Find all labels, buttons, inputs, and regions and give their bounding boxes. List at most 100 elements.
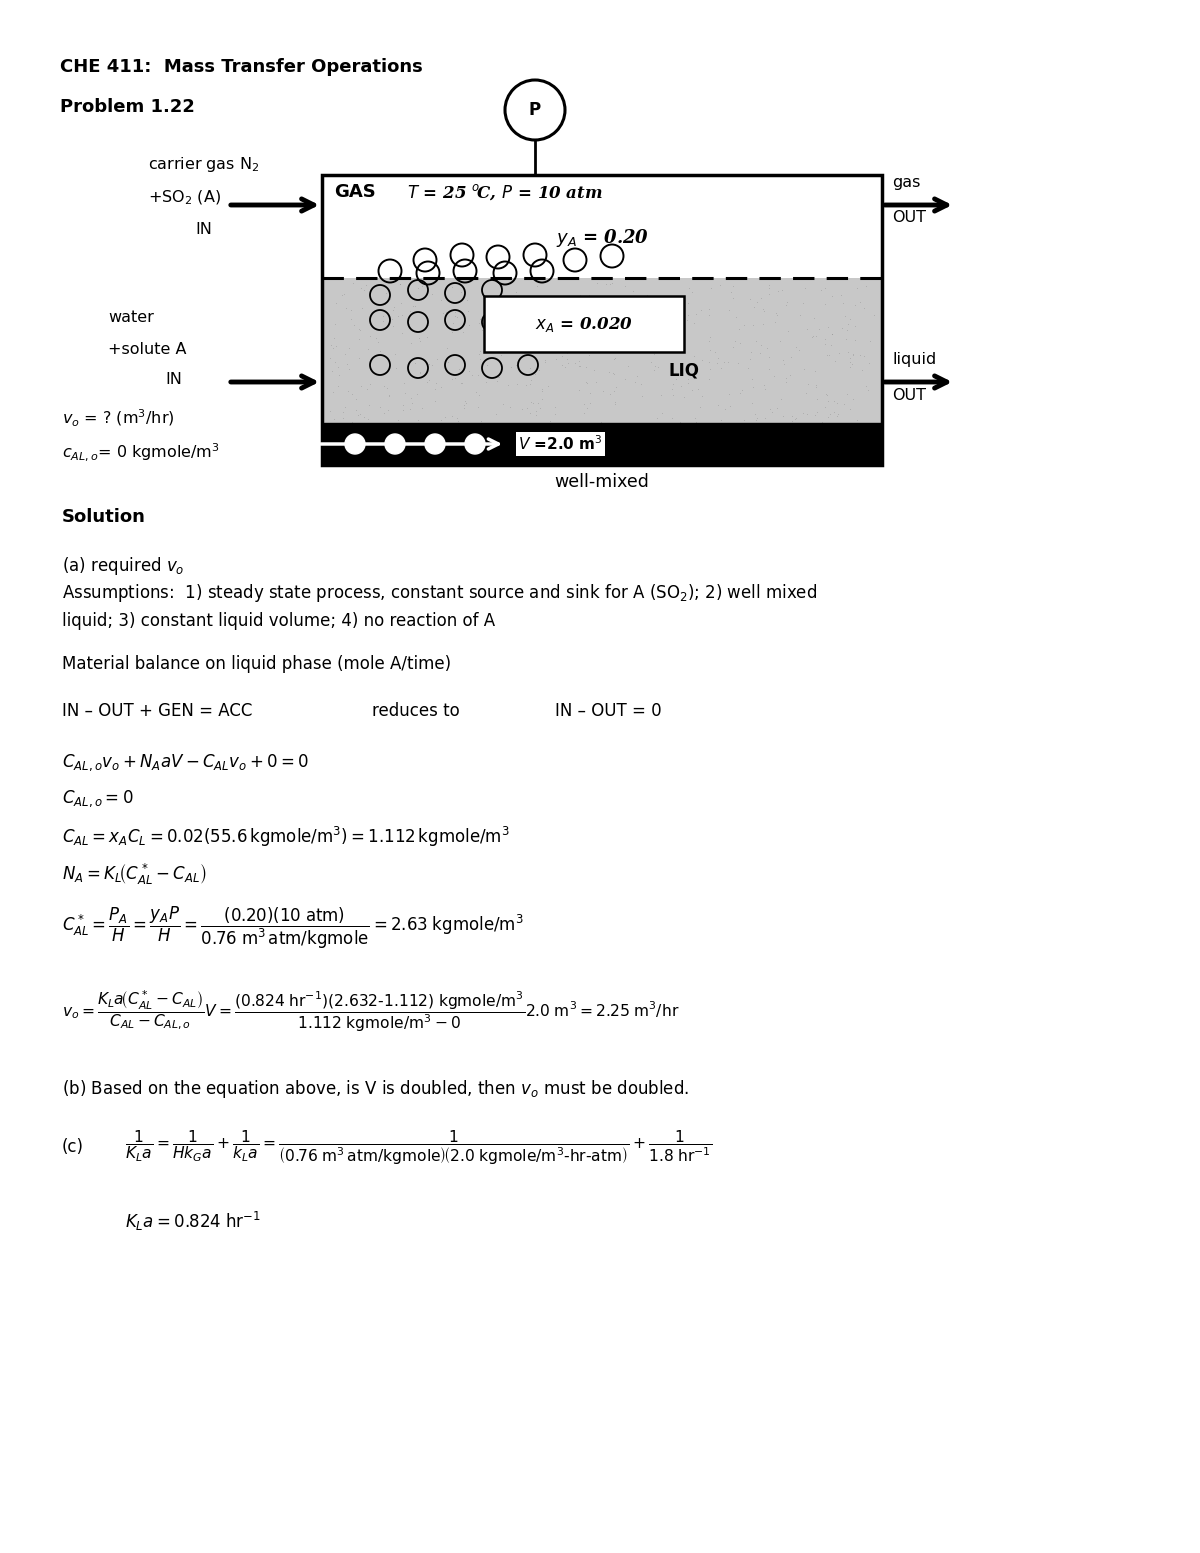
- Point: [565, 351, 584, 376]
- Point: [700, 349, 719, 374]
- Point: [605, 447, 624, 472]
- Point: [551, 306, 570, 331]
- Point: [523, 390, 542, 415]
- Point: [718, 418, 737, 443]
- Point: [832, 283, 851, 307]
- Point: [638, 318, 658, 343]
- Point: [523, 325, 542, 349]
- Point: [355, 443, 374, 467]
- Point: [551, 294, 570, 318]
- Point: [480, 337, 499, 362]
- Point: [581, 380, 600, 405]
- Point: [360, 422, 379, 447]
- Text: $C_{AL,o}v_o + N_A aV - C_{AL}v_o + 0 = 0$: $C_{AL,o}v_o + N_A aV - C_{AL}v_o + 0 = …: [62, 752, 310, 772]
- Point: [336, 342, 355, 367]
- Point: [593, 297, 612, 321]
- Point: [828, 404, 847, 429]
- Point: [838, 318, 857, 343]
- Text: $C_{AL,o} = 0$: $C_{AL,o} = 0$: [62, 787, 133, 809]
- Point: [838, 382, 857, 407]
- Point: [398, 418, 418, 443]
- Point: [678, 415, 697, 439]
- Point: [743, 390, 762, 415]
- Point: [766, 311, 785, 335]
- Point: [577, 396, 596, 421]
- Point: [584, 444, 604, 469]
- Point: [572, 331, 592, 356]
- Point: [474, 436, 493, 461]
- Point: [840, 354, 859, 379]
- Point: [757, 424, 776, 449]
- Point: [745, 294, 764, 318]
- Point: [408, 407, 427, 432]
- Point: [731, 331, 750, 356]
- Point: [384, 314, 403, 339]
- Point: [340, 357, 359, 382]
- Point: [538, 314, 557, 339]
- Point: [492, 273, 511, 298]
- Point: [756, 433, 775, 458]
- Point: [734, 312, 754, 337]
- Point: [325, 311, 344, 335]
- Point: [500, 394, 520, 419]
- Point: [443, 404, 462, 429]
- Point: [324, 325, 343, 349]
- Point: [667, 367, 686, 391]
- Point: [815, 326, 834, 351]
- Point: [404, 435, 424, 460]
- Point: [839, 340, 858, 365]
- Point: [757, 335, 776, 360]
- Point: [332, 283, 352, 307]
- Point: [584, 422, 604, 447]
- Point: [772, 387, 791, 412]
- Point: [479, 412, 498, 436]
- Point: [522, 390, 541, 415]
- Point: [590, 335, 610, 360]
- Point: [728, 349, 748, 374]
- Point: [634, 298, 653, 323]
- Point: [686, 301, 706, 326]
- Point: [461, 416, 480, 441]
- Point: [643, 321, 662, 346]
- Point: [649, 426, 668, 450]
- Point: [329, 354, 348, 379]
- Point: [575, 391, 594, 416]
- Point: [521, 401, 540, 426]
- Point: [714, 349, 733, 374]
- Point: [538, 307, 557, 332]
- Point: [358, 377, 377, 402]
- Point: [443, 320, 462, 345]
- Point: [474, 314, 493, 339]
- Point: [740, 287, 760, 312]
- Point: [458, 419, 478, 444]
- Text: (c): (c): [62, 1138, 84, 1155]
- Point: [410, 329, 430, 354]
- Point: [448, 304, 467, 329]
- Point: [410, 360, 430, 385]
- Point: [403, 390, 422, 415]
- Point: [566, 424, 586, 449]
- Text: Assumptions:  1) steady state process, constant source and sink for A (SO$_2$); : Assumptions: 1) steady state process, co…: [62, 582, 817, 604]
- Point: [817, 382, 836, 407]
- Point: [764, 363, 784, 388]
- Point: [802, 325, 821, 349]
- Point: [425, 388, 444, 413]
- Point: [786, 407, 805, 432]
- Point: [704, 438, 724, 463]
- Point: [504, 415, 523, 439]
- Point: [431, 408, 450, 433]
- Point: [450, 357, 469, 382]
- Point: [614, 412, 634, 436]
- Point: [674, 385, 694, 410]
- Point: [691, 298, 710, 323]
- Point: [638, 287, 658, 312]
- Point: [732, 377, 751, 402]
- Point: [599, 359, 618, 384]
- Point: [664, 382, 683, 407]
- Point: [364, 429, 383, 453]
- Point: [514, 309, 533, 334]
- Point: [708, 346, 727, 371]
- Point: [547, 433, 566, 458]
- Point: [754, 373, 773, 398]
- Point: [790, 443, 809, 467]
